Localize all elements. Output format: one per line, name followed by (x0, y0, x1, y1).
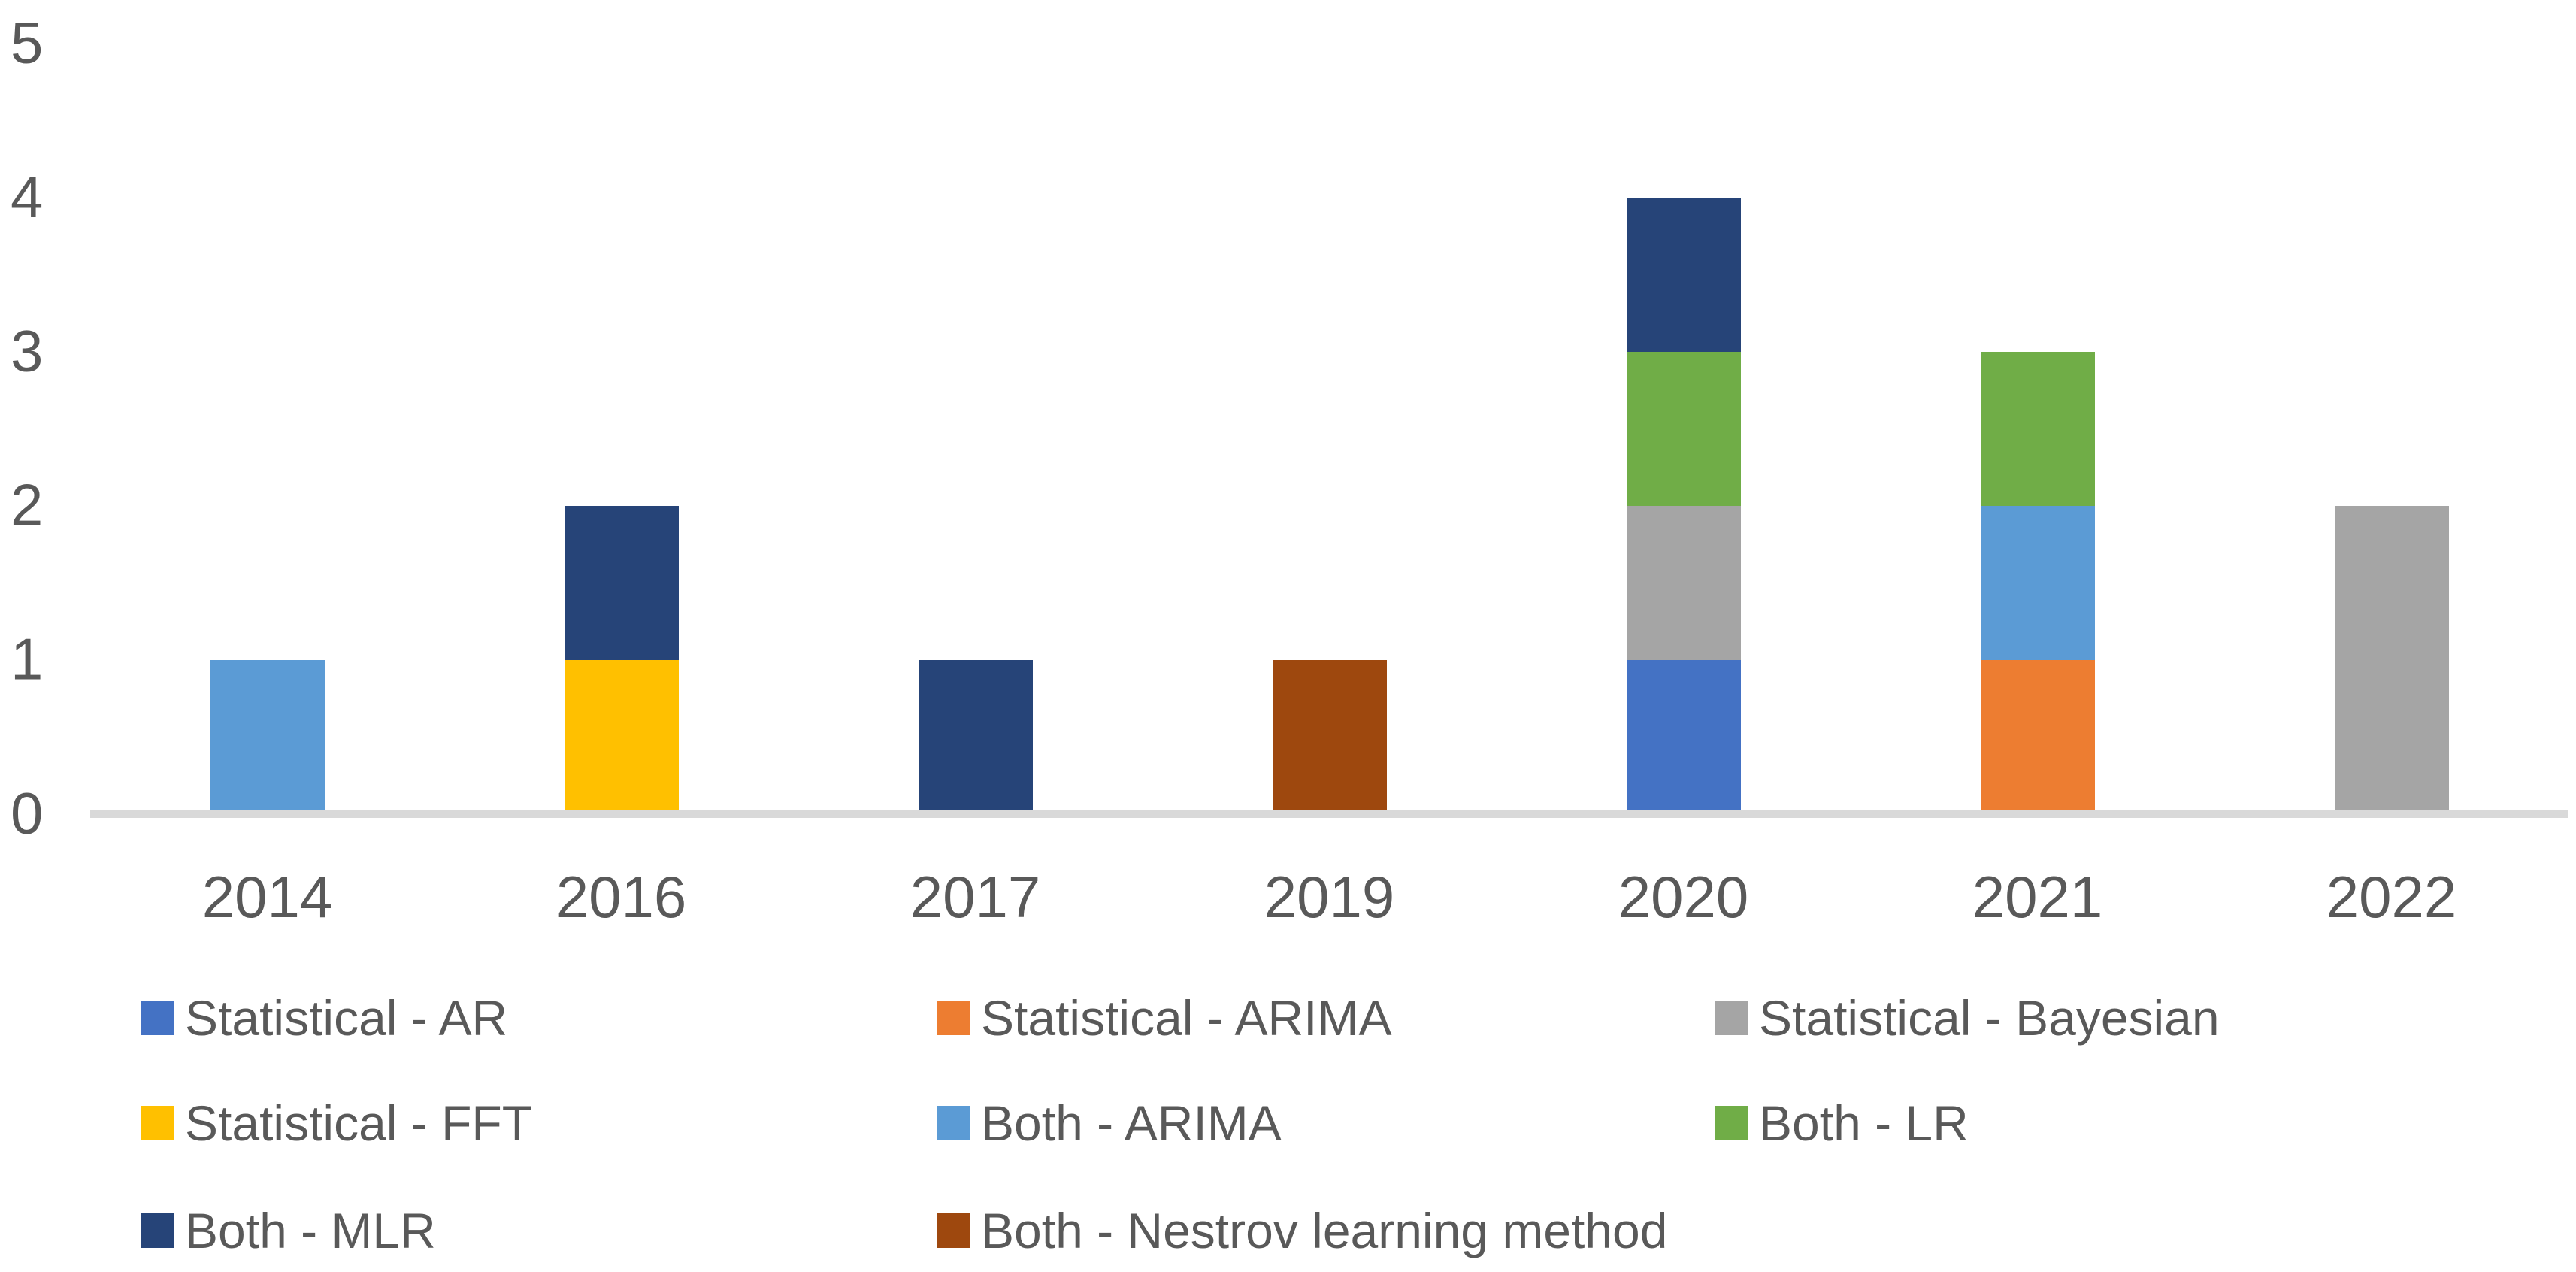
legend-label: Both - Nestrov learning method (981, 1203, 1668, 1258)
x-axis-label-2016: 2016 (555, 864, 687, 930)
legend-swatch-icon (1715, 1106, 1748, 1140)
legend-swatch-icon (1715, 1001, 1748, 1035)
bar-stack-2022 (2334, 506, 2449, 814)
bar-stack-2016 (564, 506, 679, 814)
bar-stack-2014 (210, 660, 325, 814)
bar-segment (564, 506, 679, 660)
bar-segment (1626, 198, 1741, 352)
bar-segment (564, 660, 679, 814)
bar-stack-2021 (1980, 352, 2095, 814)
legend-label: Both - ARIMA (981, 1095, 1282, 1151)
legend-item: Both - LR (1715, 1095, 1969, 1151)
legend-label: Statistical - FFT (185, 1095, 533, 1151)
legend-item: Statistical - FFT (141, 1095, 533, 1151)
x-axis: 2014 2016 2017 2019 2020 2021 2022 (90, 856, 2568, 938)
bar-segment (2334, 506, 2449, 814)
x-axis-label-2014: 2014 (201, 864, 333, 930)
bar-segment (1980, 660, 2095, 814)
category-slot-2016 (444, 0, 798, 814)
bar-segment (1626, 506, 1741, 660)
legend-swatch-icon (141, 1106, 174, 1140)
y-axis-tick-label: 1 (11, 625, 44, 692)
legend-item: Statistical - ARIMA (937, 990, 1392, 1046)
legend-item: Both - Nestrov learning method (937, 1203, 1668, 1258)
y-axis-tick-label: 3 (11, 317, 44, 384)
bar-segment (210, 660, 325, 814)
legend-swatch-icon (937, 1001, 970, 1035)
legend-swatch-icon (937, 1106, 970, 1140)
category-slot-2014 (90, 0, 444, 814)
legend-swatch-icon (937, 1213, 970, 1248)
legend-item: Statistical - Bayesian (1715, 990, 2220, 1046)
x-axis-label-2022: 2022 (2326, 864, 2457, 930)
y-axis-tick-label: 0 (11, 780, 44, 846)
bar-segment (1626, 352, 1741, 506)
x-axis-label-2019: 2019 (1264, 864, 1395, 930)
legend-label: Both - MLR (185, 1203, 436, 1258)
plot-area (90, 0, 2568, 814)
x-axis-line (90, 810, 2568, 818)
legend-label: Statistical - Bayesian (1759, 990, 2220, 1046)
category-slot-2017 (798, 0, 1152, 814)
x-axis-label-2020: 2020 (1618, 864, 1749, 930)
x-axis-label-2017: 2017 (910, 864, 1041, 930)
legend-label: Statistical - AR (185, 990, 508, 1046)
category-slot-2022 (2214, 0, 2568, 814)
bar-stack-2017 (918, 660, 1033, 814)
category-slot-2021 (1860, 0, 2214, 814)
legend-label: Both - LR (1759, 1095, 1969, 1151)
category-slot-2019 (1152, 0, 1506, 814)
legend-label: Statistical - ARIMA (981, 990, 1392, 1046)
bar-segment (1272, 660, 1387, 814)
y-axis-tick-label: 4 (11, 163, 44, 230)
legend-item: Both - ARIMA (937, 1095, 1282, 1151)
category-slot-2020 (1506, 0, 1860, 814)
legend-item: Both - MLR (141, 1203, 436, 1258)
bar-segment (1626, 660, 1741, 814)
legend-swatch-icon (141, 1213, 174, 1248)
bar-segment (1980, 506, 2095, 660)
bar-stack-2019 (1272, 660, 1387, 814)
legend-swatch-icon (141, 1001, 174, 1035)
bar-stack-2020 (1626, 198, 1741, 814)
legend-item: Statistical - AR (141, 990, 508, 1046)
y-axis-tick-label: 2 (11, 471, 44, 538)
bar-segment (918, 660, 1033, 814)
bar-segment (1980, 352, 2095, 506)
x-axis-label-2021: 2021 (1972, 864, 2103, 930)
y-axis-tick-label: 5 (11, 9, 44, 76)
